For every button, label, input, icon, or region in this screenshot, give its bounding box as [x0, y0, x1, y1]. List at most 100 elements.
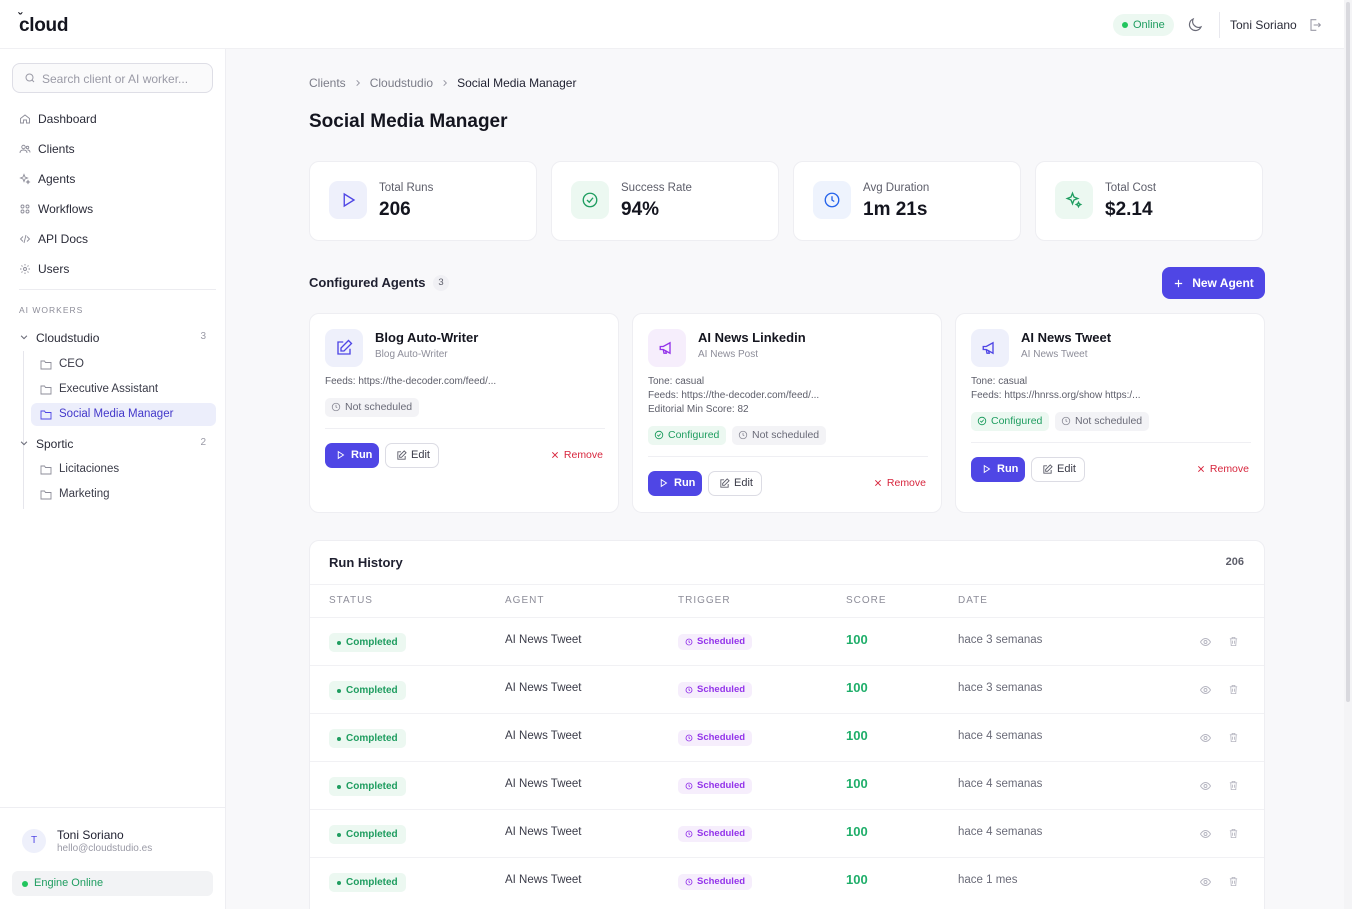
eye-icon[interactable] — [1199, 876, 1212, 888]
nav-item-agents[interactable]: Agents — [19, 169, 75, 189]
page-scrollbar-thumb[interactable] — [1346, 2, 1350, 702]
page-title: Social Media Manager — [309, 111, 508, 132]
table-row[interactable]: Completed AI News Tweet Scheduled 100 hace 3… — [310, 617, 1264, 665]
trigger-badge: Scheduled — [678, 874, 753, 890]
edit-label: Edit — [411, 449, 430, 461]
trash-icon[interactable] — [1228, 827, 1239, 840]
play-icon — [983, 464, 991, 474]
table-row[interactable]: Completed AI News Tweet Scheduled 100 hace 4… — [310, 761, 1264, 809]
status-label: Completed — [346, 637, 398, 648]
group-sportic[interactable]: Sportic 2 — [19, 434, 216, 454]
moon-icon[interactable] — [1186, 16, 1204, 34]
eye-icon[interactable] — [1199, 828, 1212, 840]
nav-item-clients[interactable]: Clients — [19, 139, 75, 159]
remove-button[interactable]: Remove — [874, 477, 926, 489]
date-cell: hace 4 semanas — [958, 730, 1043, 742]
logout-icon[interactable] — [1307, 17, 1323, 33]
grid-icon — [20, 204, 30, 214]
schedule-label: Not scheduled — [752, 429, 820, 441]
schedule-badge: Not scheduled — [1055, 412, 1150, 431]
card-divider — [325, 428, 605, 429]
agent-subtitle: AI News Post — [698, 349, 759, 360]
table-row[interactable]: Completed AI News Tweet Scheduled 100 hace 1… — [310, 857, 1264, 905]
edit-button[interactable]: Edit — [708, 471, 762, 496]
trash-icon[interactable] — [1228, 683, 1239, 696]
date-cell: hace 1 mes — [958, 874, 1018, 886]
trash-icon[interactable] — [1228, 875, 1239, 888]
agent-config-line: Feeds: https://hnrss.org/show https:/... — [971, 390, 1141, 401]
remove-button[interactable]: Remove — [1197, 463, 1249, 475]
group-label: Sportic — [36, 437, 74, 451]
nav-item-workflows[interactable]: Workflows — [19, 199, 93, 219]
chevron-right-icon — [443, 79, 448, 87]
worker-marketing[interactable]: Marketing — [31, 483, 216, 506]
eye-icon[interactable] — [1199, 732, 1212, 744]
status-dot-icon — [337, 737, 341, 741]
run-button[interactable]: Run — [648, 471, 702, 496]
stat-label: Success Rate — [621, 182, 692, 194]
column-header-status[interactable]: STATUS — [329, 595, 373, 606]
play-icon — [337, 450, 345, 460]
agent-cell: AI News Tweet — [505, 682, 582, 694]
remove-button[interactable]: Remove — [551, 449, 603, 461]
search-input[interactable]: Search client or AI worker... — [12, 63, 213, 93]
check-circle-icon — [977, 416, 987, 426]
agent-name: AI News Tweet — [1021, 330, 1112, 345]
agent-name: AI News Linkedin — [698, 330, 806, 345]
nav-item-api-docs[interactable]: API Docs — [19, 229, 88, 249]
run-button[interactable]: Run — [325, 443, 379, 468]
column-header-date[interactable]: DATE — [958, 595, 988, 606]
trigger-badge: Scheduled — [678, 778, 753, 794]
run-history-title: Run History — [329, 555, 403, 570]
worker-ceo[interactable]: CEO — [31, 353, 216, 376]
worker-social-media-manager[interactable]: Social Media Manager — [31, 403, 216, 426]
column-header-agent[interactable]: AGENT — [505, 595, 545, 606]
agent-card-ai-news-tweet: AI News Tweet AI News Tweet Tone: casual… — [955, 313, 1265, 513]
worker-licitaciones[interactable]: Licitaciones — [31, 458, 216, 481]
users-icon — [19, 144, 31, 154]
breadcrumb-cloudstudio[interactable]: Cloudstudio — [369, 76, 434, 90]
trash-icon[interactable] — [1228, 731, 1239, 744]
folder-icon — [40, 465, 52, 475]
clock-icon — [331, 402, 341, 412]
run-label: Run — [997, 463, 1019, 475]
table-row[interactable]: Completed AI News Tweet Scheduled 100 hace 4… — [310, 809, 1264, 857]
schedule-label: Not scheduled — [345, 401, 413, 413]
column-header-trigger[interactable]: TRIGGER — [678, 595, 731, 606]
avatar[interactable]: T — [22, 829, 46, 853]
app-logo[interactable]: ˇ cloud — [18, 10, 69, 36]
eye-icon[interactable] — [1199, 780, 1212, 792]
play-icon — [329, 181, 367, 219]
stat-value: $2.14 — [1105, 199, 1153, 220]
run-button[interactable]: Run — [971, 457, 1025, 482]
agent-cell: AI News Tweet — [505, 730, 582, 742]
date-cell: hace 4 semanas — [958, 778, 1043, 790]
nav-item-users[interactable]: Users — [19, 259, 69, 279]
topbar-divider — [1219, 12, 1220, 38]
eye-icon[interactable] — [1199, 636, 1212, 648]
column-header-score[interactable]: SCORE — [846, 595, 887, 606]
worker-label: Licitaciones — [59, 463, 120, 475]
trash-icon[interactable] — [1228, 635, 1239, 648]
topbar-user-name[interactable]: Toni Soriano — [1230, 18, 1297, 32]
eye-icon[interactable] — [1199, 684, 1212, 696]
worker-label: Executive Assistant — [59, 383, 159, 395]
group-cloudstudio[interactable]: Cloudstudio 3 — [19, 328, 216, 348]
status-dot-icon — [337, 881, 341, 885]
schedule-label: Not scheduled — [1075, 415, 1143, 427]
table-row[interactable]: Completed AI News Tweet Scheduled 100 hace 4… — [310, 713, 1264, 761]
status-dot-icon — [337, 785, 341, 789]
breadcrumb-current: Social Media Manager — [457, 76, 577, 90]
top-bar: ˇ cloud Online Toni Soriano — [0, 0, 1344, 49]
nav-item-dashboard[interactable]: Dashboard — [19, 109, 97, 129]
score-cell: 100 — [846, 824, 868, 839]
table-row[interactable]: Completed AI News Tweet Scheduled 100 hace 3… — [310, 665, 1264, 713]
status-dot-icon — [22, 881, 28, 887]
online-status-badge: Online — [1113, 14, 1174, 36]
edit-button[interactable]: Edit — [385, 443, 439, 468]
edit-button[interactable]: Edit — [1031, 457, 1085, 482]
trash-icon[interactable] — [1228, 779, 1239, 792]
new-agent-button[interactable]: New Agent — [1162, 267, 1265, 299]
breadcrumb-clients[interactable]: Clients — [309, 76, 346, 90]
worker-executive-assistant[interactable]: Executive Assistant — [31, 378, 216, 401]
